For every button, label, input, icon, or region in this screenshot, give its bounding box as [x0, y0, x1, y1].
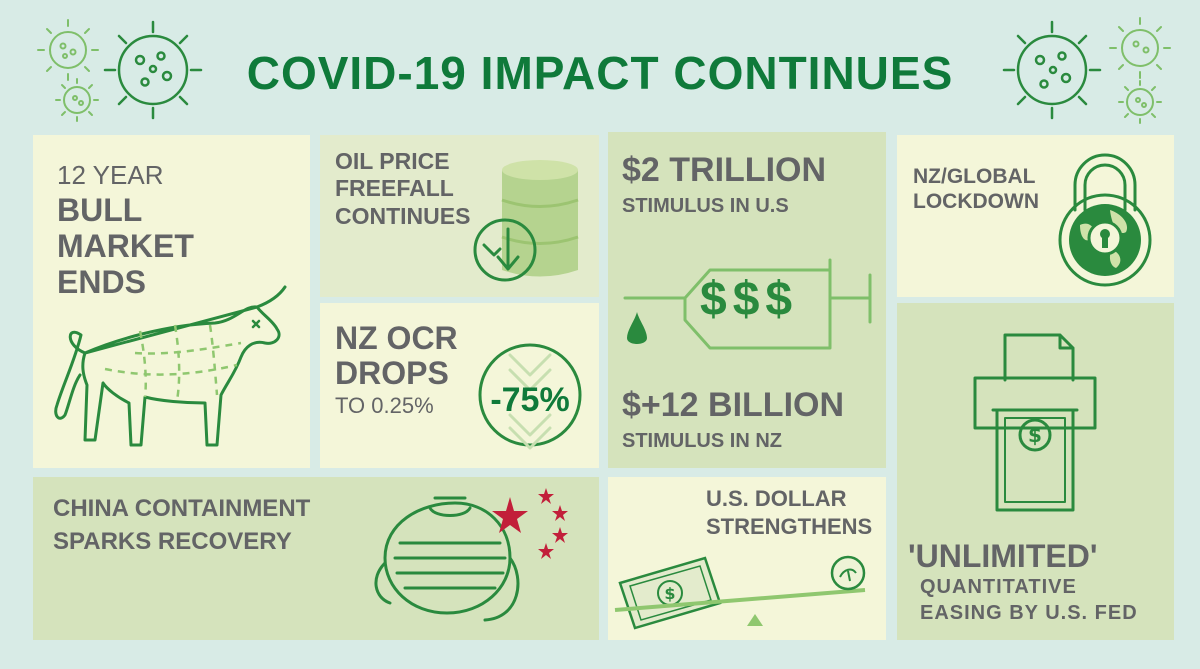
qe-line-3: EASING BY U.S. FED	[920, 602, 1138, 624]
svg-text:$: $	[1028, 423, 1042, 447]
virus-icon	[37, 19, 203, 122]
money-printer-icon: $	[973, 333, 1097, 512]
bull-line-2: BULL	[57, 192, 143, 228]
china-line-2: SPARKS RECOVERY	[53, 528, 292, 555]
qe-panel	[897, 303, 1174, 640]
stimulus-nz-amount: $+12 BILLION	[622, 386, 845, 424]
ocr-badge: -75%	[490, 381, 570, 419]
seesaw-icon	[614, 588, 866, 626]
syringe-icon	[623, 258, 872, 350]
ocr-line-2: DROPS	[335, 355, 449, 391]
oil-barrel-icon	[501, 160, 579, 277]
oil-line-3: CONTINUES	[335, 203, 471, 229]
lockdown-line-2: LOCKDOWN	[913, 190, 1039, 213]
bull-line-1: 12 YEAR	[57, 160, 164, 190]
svg-text:$: $	[664, 584, 675, 603]
lockdown-line-1: NZ/GLOBAL	[913, 165, 1036, 188]
padlock-globe-icon	[1058, 153, 1152, 287]
china-line-1: CHINA CONTAINMENT	[53, 495, 311, 522]
ocr-line-1: NZ OCR	[335, 320, 458, 356]
dollar-line-2: STRENGTHENS	[706, 514, 873, 539]
oil-line-2: FREEFALL	[335, 175, 454, 201]
bull-line-3: MARKET	[57, 228, 194, 264]
qe-line-2: QUANTITATIVE	[920, 576, 1077, 598]
stimulus-panel	[608, 132, 886, 468]
bull-line-4: ENDS	[57, 264, 146, 300]
ocr-line-3: TO 0.25%	[335, 393, 434, 418]
bull-market-panel	[33, 135, 310, 468]
qe-line-1: 'UNLIMITED'	[908, 538, 1098, 574]
virus-icon	[1002, 17, 1171, 124]
dollar-line-1: U.S. DOLLAR	[706, 486, 847, 511]
star-icon	[492, 488, 568, 559]
face-mask-icon	[374, 496, 520, 622]
syringe-text: $$$	[700, 273, 799, 326]
down-arrow-icon	[473, 218, 537, 282]
page-title: COVID-19 IMPACT CONTINUES	[246, 47, 954, 99]
stimulus-us-amount: $2 TRILLION	[622, 151, 827, 189]
oil-line-1: OIL PRICE	[335, 148, 450, 174]
ocr-badge-circle	[478, 343, 582, 450]
coin-icon	[830, 555, 866, 591]
stimulus-us-label: STIMULUS IN U.S	[622, 195, 789, 217]
bull-icon	[54, 285, 287, 447]
stimulus-nz-label: STIMULUS IN NZ	[622, 430, 782, 452]
